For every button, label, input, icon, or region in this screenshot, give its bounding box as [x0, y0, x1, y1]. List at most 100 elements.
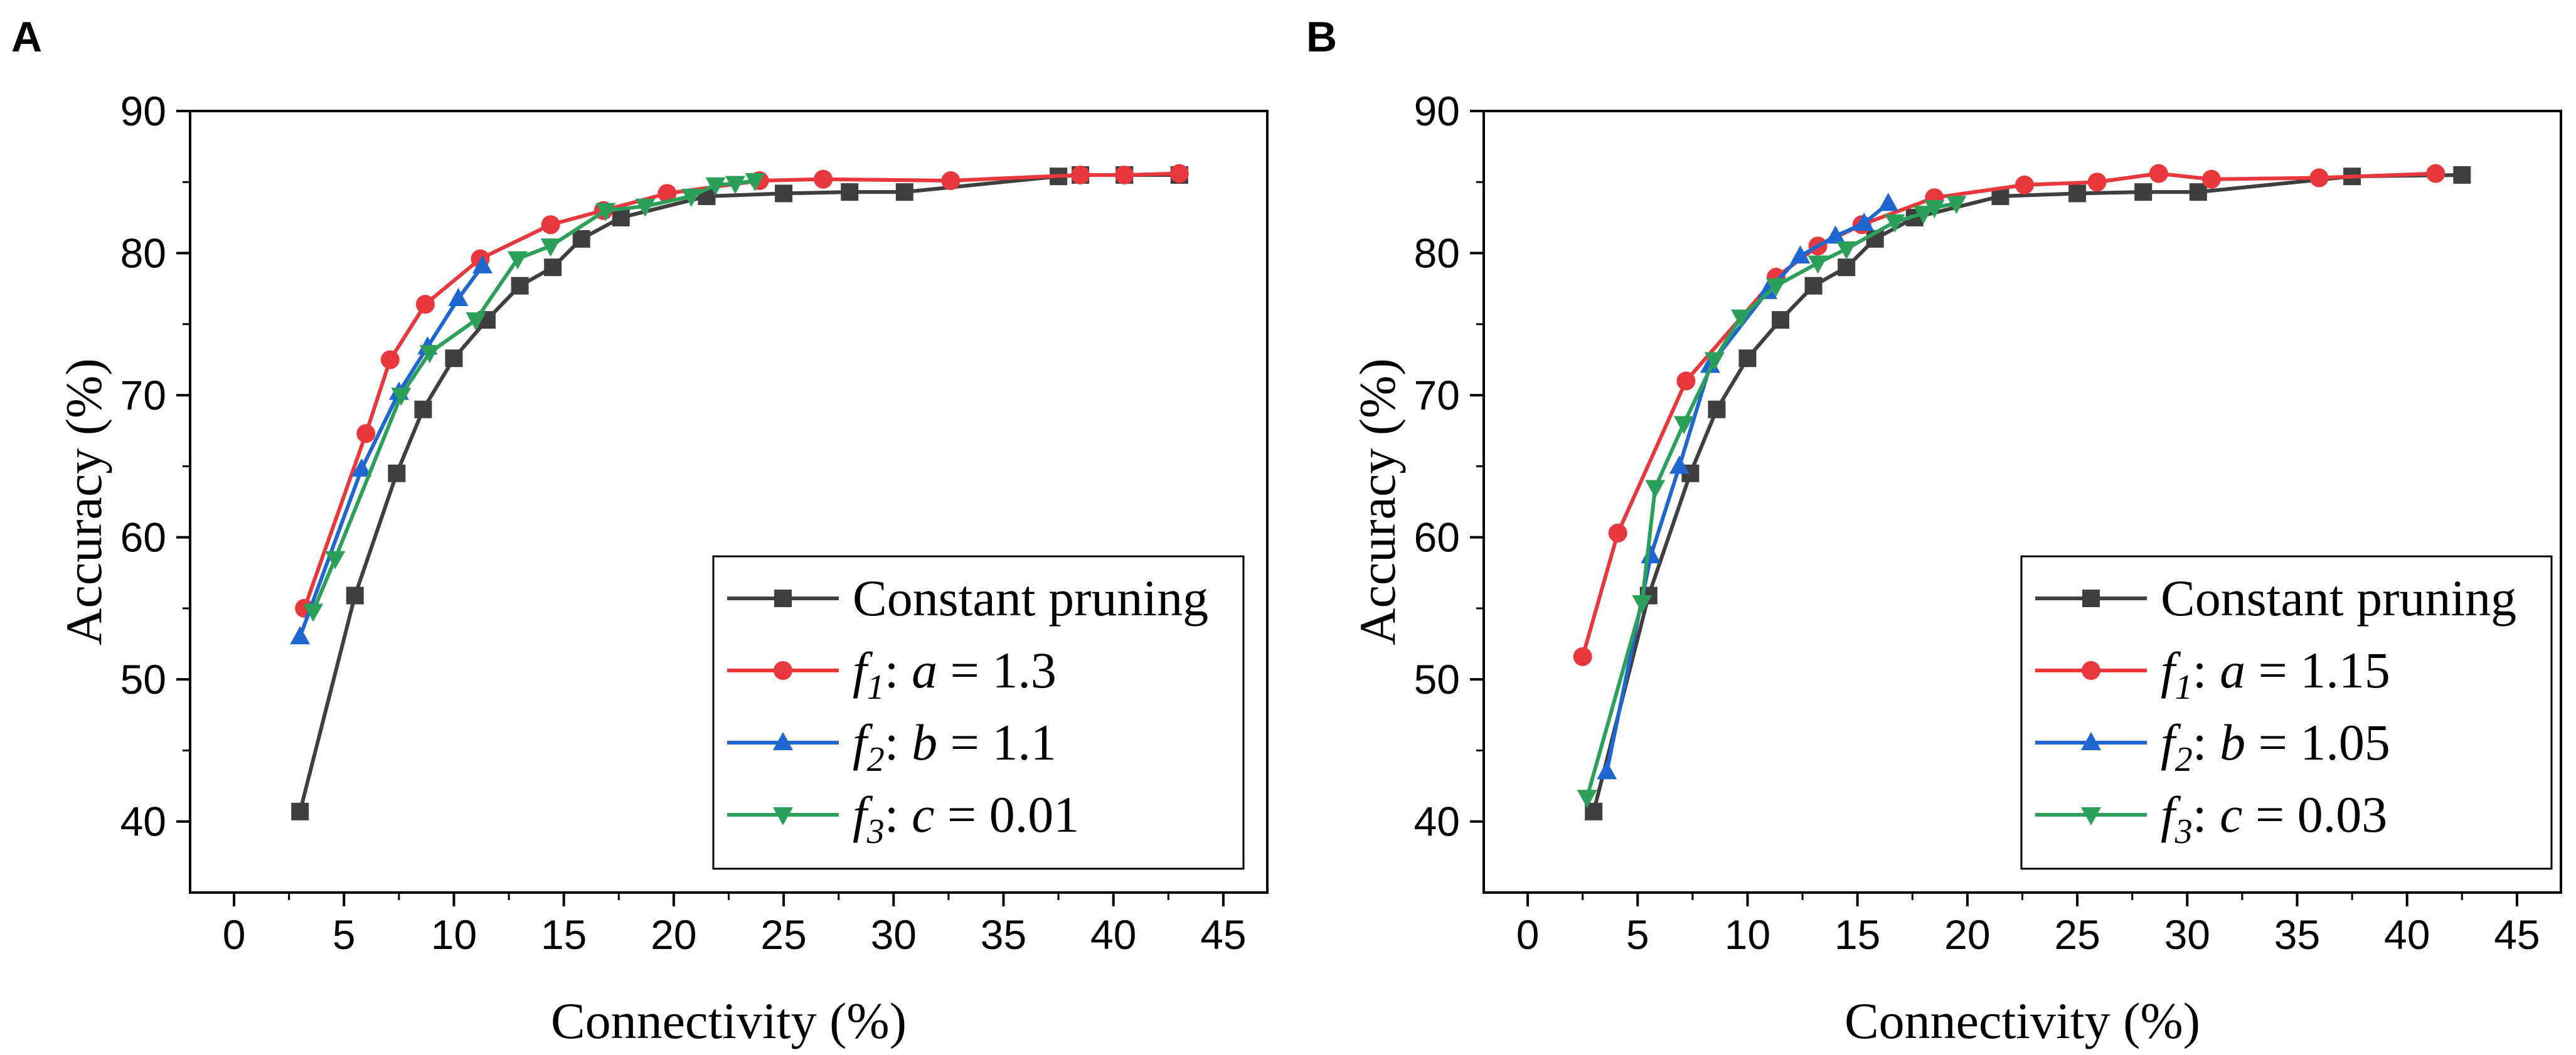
data-point: [1946, 196, 1967, 215]
x-axis-title: Connectivity (%): [1844, 992, 2200, 1049]
data-point: [1913, 206, 1934, 225]
data-point: [1573, 647, 1592, 666]
y-tick-label: 50: [120, 656, 166, 702]
x-axis-title: Connectivity (%): [551, 992, 907, 1049]
data-point: [351, 458, 372, 477]
series-line: [302, 171, 1179, 609]
data-point: [2087, 172, 2107, 192]
data-point: [1673, 416, 1694, 435]
data-point: [2149, 164, 2168, 183]
data-point: [466, 312, 486, 331]
data-point: [325, 551, 346, 570]
data-point: [2426, 164, 2446, 183]
x-tick-label: 40: [2384, 911, 2430, 958]
legend-swatch-marker: [773, 807, 793, 825]
data-point: [1854, 212, 1875, 231]
data-point: [745, 173, 765, 192]
chart-panel-a: A 0 5 10 15 20 25 30 35 40 45 40 50 60 70 80 90 Connectiv…: [11, 13, 1269, 1049]
series-line: [1605, 201, 1890, 773]
legend-item: Constant pruning: [727, 570, 1208, 627]
data-point: [1790, 245, 1811, 264]
y-tick-label: 60: [1414, 514, 1460, 561]
y-tick-label: 40: [1414, 798, 1460, 845]
data-point: [1641, 545, 1661, 564]
y-tick-label: 60: [120, 514, 166, 561]
x-tick-label: 15: [541, 911, 587, 958]
data-point: [1825, 225, 1846, 244]
data-point: [895, 183, 913, 201]
legend-item: f3: c = 0.01: [727, 786, 1079, 851]
legend-item: f3: c = 0.03: [2035, 786, 2387, 851]
legend-label: Constant pruning: [2161, 570, 2516, 627]
x-tick-label: 0: [223, 911, 246, 958]
y-tick-label: 70: [120, 372, 166, 418]
data-point: [595, 203, 616, 221]
series-2: [295, 164, 1189, 618]
data-point: [388, 464, 406, 482]
x-tick-label: 35: [981, 911, 1026, 958]
legend-swatch-marker: [774, 590, 792, 607]
data-point: [1645, 480, 1666, 499]
legend-swatch-marker: [2082, 661, 2100, 680]
data-point: [544, 258, 562, 277]
data-point: [814, 169, 833, 189]
x-tick-label: 20: [651, 911, 696, 958]
data-point: [612, 208, 630, 226]
data-point: [448, 288, 469, 307]
legend-swatch-marker: [2082, 590, 2100, 607]
data-point: [1608, 523, 1627, 543]
x-tick-label: 30: [871, 911, 917, 958]
y-axis-title: Accuracy (%): [1349, 358, 1406, 645]
data-point: [445, 349, 463, 368]
data-point: [1115, 165, 1134, 184]
legend-item: f1: a = 1.3: [727, 642, 1056, 707]
legend: Constant pruning f1: a = 1.15 f2: b = 1.05…: [2020, 555, 2553, 870]
y-tick-label: 70: [1414, 372, 1460, 418]
data-point: [511, 277, 529, 295]
x-tick-label: 5: [1626, 911, 1649, 958]
data-point: [391, 388, 412, 406]
legend-label: Constant pruning: [853, 570, 1208, 627]
data-point: [1169, 164, 1189, 183]
data-point: [725, 176, 746, 194]
legend-item: Constant pruning: [2035, 570, 2516, 627]
data-point: [1669, 455, 1690, 474]
y-tick-label: 80: [120, 230, 166, 277]
data-point: [705, 177, 726, 196]
data-point: [540, 238, 561, 257]
data-point: [2453, 166, 2471, 184]
legend-item: f2: b = 1.05: [2035, 714, 2390, 779]
data-point: [1708, 400, 1726, 418]
data-point: [1730, 309, 1751, 328]
legend-item: f2: b = 1.1: [727, 714, 1056, 779]
data-point: [1766, 278, 1787, 297]
series-3: [290, 255, 493, 645]
series-line: [298, 265, 484, 638]
x-tick-label: 40: [1090, 911, 1136, 958]
data-point: [290, 626, 311, 645]
data-point: [1757, 280, 1778, 299]
x-tick-label: 45: [2494, 911, 2540, 958]
data-point: [1704, 352, 1725, 371]
y-tick-label: 80: [1414, 230, 1460, 277]
data-point: [1838, 258, 1856, 277]
legend-label: f2: b = 1.1: [853, 714, 1056, 779]
legend-swatch-marker: [774, 661, 792, 680]
series-4: [1577, 196, 1967, 808]
data-point: [2309, 168, 2329, 188]
legend-swatch-marker: [2081, 807, 2101, 825]
data-point: [841, 183, 859, 201]
data-point: [380, 350, 400, 369]
data-point: [1772, 311, 1790, 329]
data-point: [1924, 200, 1945, 219]
data-point: [1885, 214, 1905, 233]
data-point: [346, 586, 364, 605]
data-point: [415, 295, 435, 314]
data-point: [291, 802, 309, 820]
data-point: [1597, 761, 1617, 780]
legend-label: f2: b = 1.05: [2161, 714, 2390, 779]
x-tick-label: 5: [333, 911, 356, 958]
legend-swatch-marker: [773, 732, 793, 750]
data-point: [1804, 277, 1823, 295]
